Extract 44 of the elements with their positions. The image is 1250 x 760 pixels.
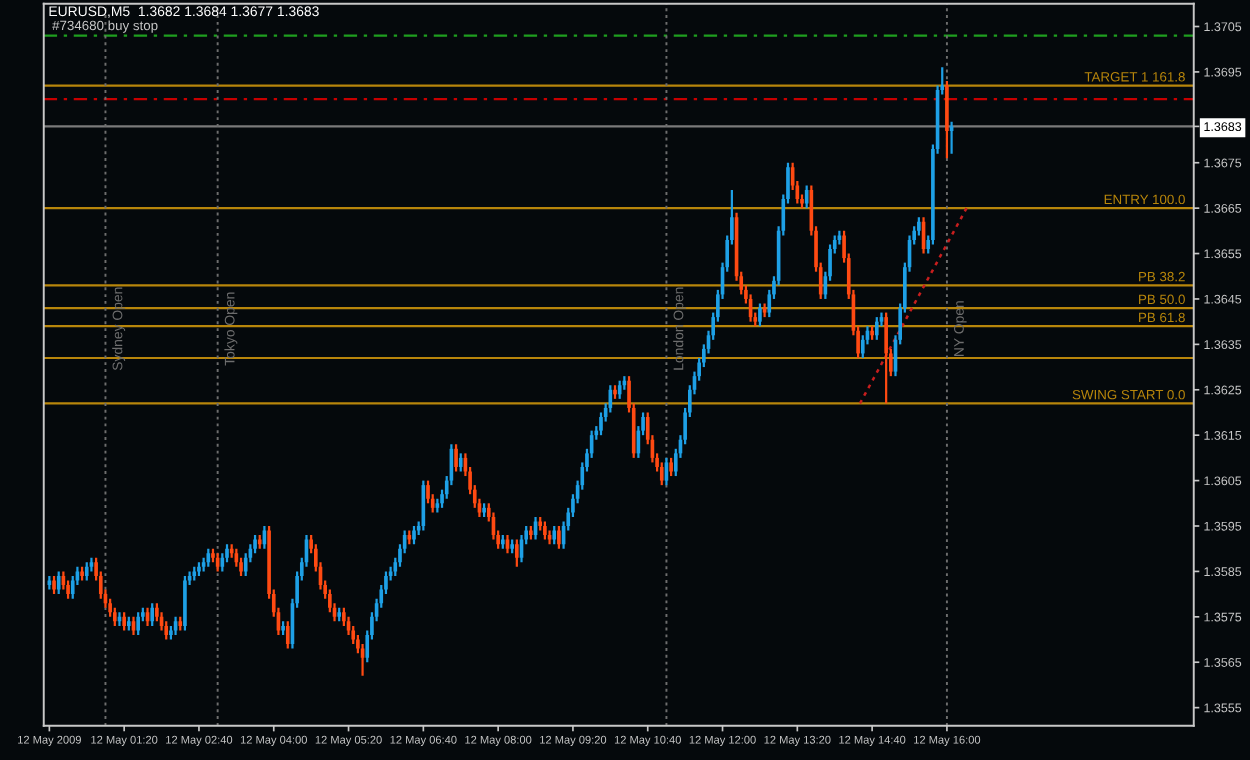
candlestick bbox=[52, 574, 56, 596]
candlestick bbox=[458, 452, 463, 473]
candlestick bbox=[669, 456, 673, 478]
candlestick bbox=[412, 524, 416, 546]
candlestick bbox=[613, 384, 617, 400]
candlestick bbox=[874, 316, 879, 341]
candlestick bbox=[253, 533, 257, 555]
candlestick bbox=[884, 311, 888, 405]
candlestick bbox=[239, 556, 243, 578]
candlestick bbox=[155, 602, 159, 623]
candlestick bbox=[183, 574, 187, 632]
candlestick bbox=[211, 547, 215, 564]
candlestick bbox=[136, 611, 140, 637]
candlestick bbox=[426, 479, 430, 505]
candlestick bbox=[758, 302, 762, 328]
candlestick bbox=[150, 602, 155, 628]
candlestick bbox=[945, 79, 949, 160]
candlestick bbox=[659, 461, 664, 487]
candlestick bbox=[66, 579, 70, 600]
candlestick bbox=[557, 524, 561, 550]
candlestick bbox=[243, 552, 248, 578]
candlestick bbox=[599, 411, 603, 437]
candlestick bbox=[543, 520, 547, 541]
candlestick bbox=[206, 547, 211, 568]
candlestick bbox=[617, 379, 622, 400]
candlestick bbox=[860, 334, 865, 360]
candlestick bbox=[285, 620, 290, 650]
candlestick bbox=[552, 524, 557, 546]
candlestick bbox=[197, 561, 201, 578]
candlestick bbox=[351, 624, 356, 646]
candlestick bbox=[454, 443, 458, 473]
candlestick bbox=[342, 606, 346, 628]
candlestick bbox=[917, 216, 921, 237]
candlestick bbox=[225, 543, 229, 564]
candlestick bbox=[108, 597, 112, 618]
candlestick bbox=[164, 620, 169, 641]
candlestick bbox=[515, 538, 519, 568]
candlestick bbox=[70, 574, 75, 600]
candlestick bbox=[328, 588, 332, 614]
candlestick bbox=[84, 561, 89, 582]
candlestick bbox=[56, 570, 61, 596]
candlestick bbox=[122, 611, 126, 632]
candlestick bbox=[112, 606, 117, 628]
candlestick bbox=[80, 565, 84, 582]
